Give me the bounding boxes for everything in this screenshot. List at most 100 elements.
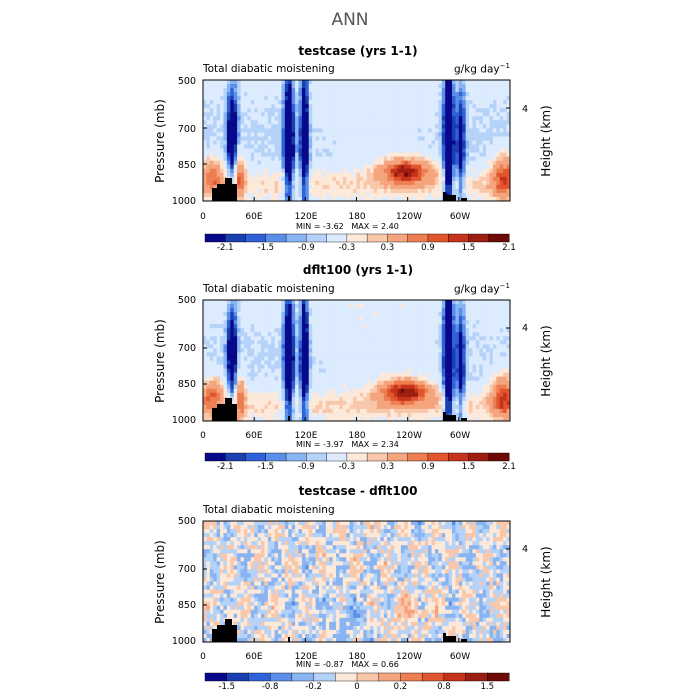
contour-cell — [342, 140, 347, 145]
contour-cell — [486, 336, 490, 341]
contour-cell — [452, 172, 456, 178]
contour-cell — [298, 376, 303, 382]
contour-cell — [233, 120, 238, 125]
contour-cell — [428, 156, 432, 162]
contour-cell — [237, 192, 241, 198]
contour-cell — [387, 304, 392, 309]
contour-cell — [411, 304, 415, 309]
contour-cell — [475, 348, 480, 353]
contour-cell — [325, 124, 330, 129]
contour-cell — [434, 336, 439, 341]
contour-cell — [284, 312, 289, 317]
contour-cell — [220, 368, 224, 373]
contour-cell — [438, 332, 443, 337]
contour-cell — [271, 368, 276, 373]
contour-cell — [486, 184, 490, 190]
contour-cell — [387, 380, 392, 386]
contour-cell — [247, 344, 252, 349]
contour-cell — [370, 156, 374, 162]
contour-cell — [230, 168, 235, 174]
contour-cell — [237, 348, 241, 353]
contour-cell — [332, 100, 337, 105]
contour-cell — [407, 88, 412, 93]
contour-cell — [397, 116, 402, 121]
contour-cell — [336, 316, 340, 321]
contour-cell — [465, 392, 470, 398]
contour-cell — [404, 368, 409, 373]
contour-cell — [479, 108, 484, 113]
contour-cell — [226, 392, 231, 398]
contour-cell — [349, 300, 354, 305]
contour-cell — [325, 380, 330, 386]
contour-cell — [349, 124, 354, 129]
contour-cell — [260, 196, 265, 202]
contour-cell — [448, 388, 453, 394]
contour-cell — [356, 144, 361, 149]
contour-cell — [397, 84, 402, 89]
contour-cell — [264, 184, 269, 190]
contour-cell — [383, 108, 388, 113]
contour-cell — [462, 316, 467, 321]
contour-cell — [421, 376, 426, 382]
contour-cell — [506, 324, 511, 329]
contour-cell — [503, 112, 507, 117]
contour-cell — [288, 120, 293, 125]
contour-cell — [387, 308, 392, 313]
y-tick-label: 500 — [177, 76, 196, 87]
contour-cell — [455, 144, 460, 149]
contour-cell — [458, 176, 463, 182]
contour-cell — [465, 108, 470, 113]
contour-cell — [336, 164, 340, 170]
contour-cell — [349, 192, 354, 198]
contour-cell — [349, 92, 354, 97]
contour-cell — [438, 184, 443, 190]
contour-cell — [441, 364, 446, 369]
contour-cell — [220, 80, 224, 85]
contour-cell — [353, 364, 357, 369]
contour-cell — [452, 392, 456, 398]
contour-cell — [209, 168, 214, 174]
contour-cell — [342, 112, 347, 117]
contour-cell — [458, 360, 463, 365]
contour-cell — [322, 80, 327, 85]
contour-cell — [387, 164, 392, 170]
contour-cell — [373, 168, 378, 174]
contour-cell — [424, 320, 429, 325]
contour-cell — [448, 156, 453, 162]
contour-cell — [349, 196, 354, 202]
contour-cell — [503, 312, 507, 317]
contour-cell — [291, 104, 296, 109]
contour-cell — [254, 372, 258, 378]
contour-cell — [329, 380, 334, 386]
contour-cell — [349, 392, 354, 398]
contour-cell — [281, 80, 286, 85]
contour-cell — [363, 372, 368, 378]
contour-cell — [411, 100, 415, 105]
contour-cell — [424, 356, 429, 361]
contour-cell — [278, 184, 282, 190]
contour-cell — [462, 392, 467, 398]
contour-cell — [213, 364, 218, 369]
contour-cell — [295, 148, 299, 153]
contour-cell — [271, 188, 276, 194]
contour-cell — [404, 300, 409, 305]
contour-cell — [213, 144, 218, 149]
contour-cell — [404, 340, 409, 345]
contour-cell — [411, 380, 415, 386]
contour-cell — [322, 320, 327, 325]
contour-cell — [336, 132, 340, 137]
contour-cell — [499, 376, 504, 382]
topography — [225, 178, 232, 201]
contour-cell — [284, 376, 289, 382]
contour-cell — [332, 168, 337, 174]
contour-cell — [359, 340, 364, 345]
contour-cell — [489, 156, 494, 162]
contour-cell — [339, 364, 344, 369]
contour-cell — [295, 152, 299, 158]
contour-cell — [274, 188, 279, 194]
contour-cell — [353, 88, 357, 93]
contour-cell — [250, 124, 255, 129]
contour-cell — [434, 140, 439, 145]
contour-cell — [503, 116, 507, 121]
contour-cell — [288, 360, 293, 365]
